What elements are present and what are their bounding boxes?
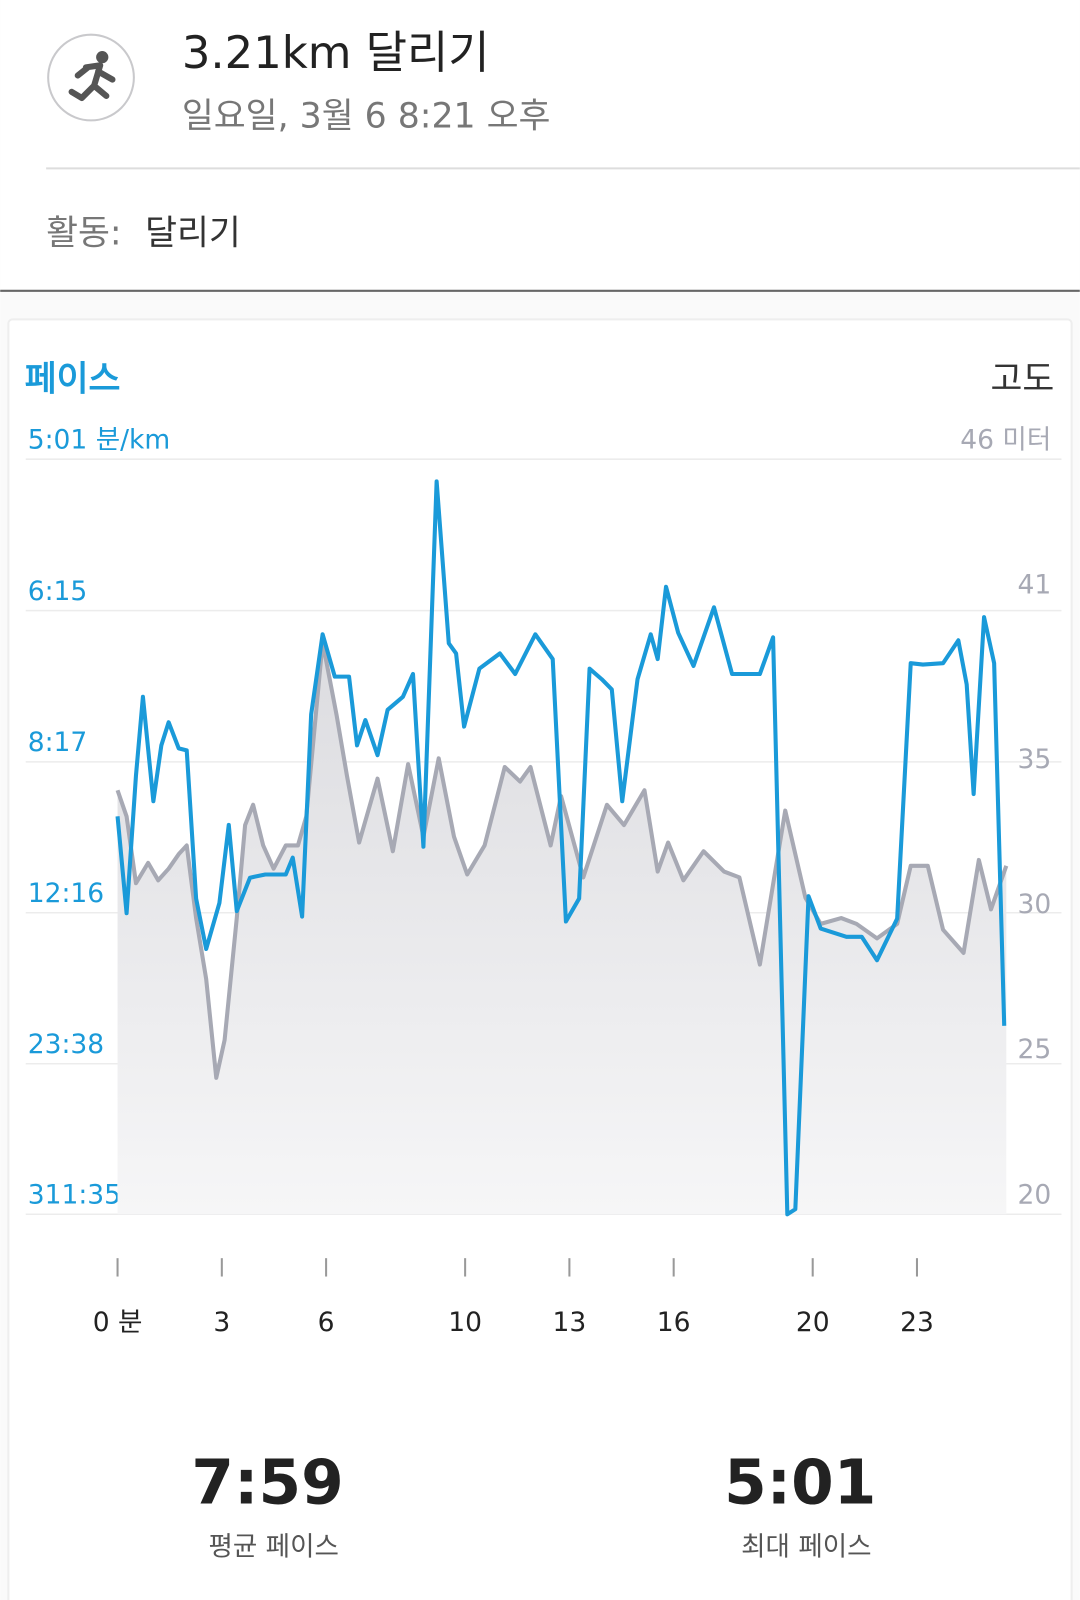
stat-value: 7:59 — [191, 1447, 343, 1518]
y-tick-label: 23:38 — [28, 1029, 104, 1060]
header-bg — [0, 0, 1080, 292]
subtitle: 일요일, 3월 6 8:21 오후 — [182, 96, 551, 136]
x-tick-label: 23 — [900, 1307, 934, 1338]
x-tick-label: 0 분 — [93, 1307, 143, 1338]
y2-tick-label: 46 미터 — [960, 424, 1051, 455]
y-tick-label: 8:17 — [28, 727, 88, 758]
y-axis-title: 페이스 — [25, 360, 121, 400]
activity-icon — [47, 33, 135, 122]
line — [115, 479, 1007, 1217]
y-tick-label: 311:35 — [28, 1179, 121, 1210]
y2-tick-label: 35 — [1017, 744, 1051, 775]
y-tick-label: 6:15 — [28, 576, 88, 607]
y2-tick-label: 25 — [1017, 1034, 1051, 1065]
activity-label: 활동: — [46, 214, 122, 254]
stat-label: 최대 페이스 — [741, 1531, 871, 1562]
x-tick-label: 20 — [796, 1307, 830, 1338]
y2-tick-label: 30 — [1017, 889, 1051, 920]
title: 3.21km 달리기 — [182, 26, 490, 79]
activity-value: 달리기 — [145, 214, 241, 254]
x-tick-label: 3 — [213, 1307, 230, 1338]
line — [115, 640, 1009, 1080]
x-tick-label: 13 — [553, 1307, 587, 1338]
y2-axis-title: 고도 — [990, 360, 1054, 400]
y2-tick-label: 41 — [1017, 570, 1051, 601]
stat-label: 평균 페이스 — [208, 1531, 338, 1562]
stat-value: 5:01 — [724, 1447, 876, 1518]
x-tick-label: 6 — [318, 1307, 335, 1338]
y-tick-label: 12:16 — [28, 878, 104, 909]
x-tick-label: 16 — [657, 1307, 691, 1338]
plot: 5:01 분/km 6:15 8:17 12:16 23:38 311:35 46 미터 41… — [25, 424, 1062, 1338]
y-tick-label: 5:01 분/km — [28, 424, 171, 455]
y2-tick-label: 20 — [1017, 1179, 1051, 1210]
x-tick-label: 10 — [448, 1307, 482, 1338]
